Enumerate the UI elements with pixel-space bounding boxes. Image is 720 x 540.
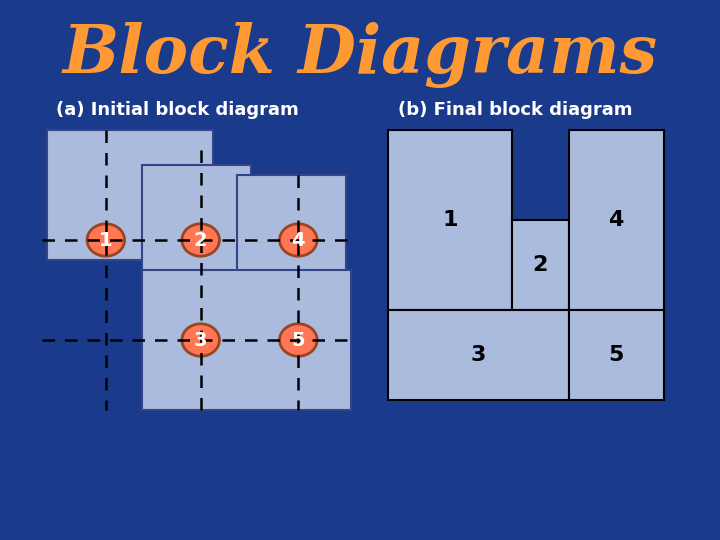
Text: 3: 3 xyxy=(471,345,486,365)
Text: 1: 1 xyxy=(442,210,458,230)
Bar xyxy=(142,270,351,410)
Bar xyxy=(47,130,213,260)
Text: 3: 3 xyxy=(194,330,207,349)
Bar xyxy=(569,130,664,310)
Ellipse shape xyxy=(279,224,317,256)
Ellipse shape xyxy=(182,224,220,256)
Text: 5: 5 xyxy=(608,345,624,365)
Bar xyxy=(389,310,569,400)
Bar xyxy=(237,175,346,285)
Bar xyxy=(569,310,664,400)
Ellipse shape xyxy=(182,324,220,356)
Ellipse shape xyxy=(87,224,125,256)
Text: 1: 1 xyxy=(99,231,112,249)
Ellipse shape xyxy=(279,324,317,356)
Text: 4: 4 xyxy=(608,210,624,230)
Text: (a) Initial block diagram: (a) Initial block diagram xyxy=(56,101,300,119)
Text: 2: 2 xyxy=(194,231,207,249)
Text: 4: 4 xyxy=(292,231,305,249)
Text: (b) Final block diagram: (b) Final block diagram xyxy=(398,101,632,119)
Bar xyxy=(512,220,569,310)
Text: Block Diagrams: Block Diagrams xyxy=(63,22,657,88)
Bar xyxy=(389,130,512,310)
Text: 2: 2 xyxy=(533,255,548,275)
Bar xyxy=(142,165,251,285)
Text: 5: 5 xyxy=(292,330,305,349)
